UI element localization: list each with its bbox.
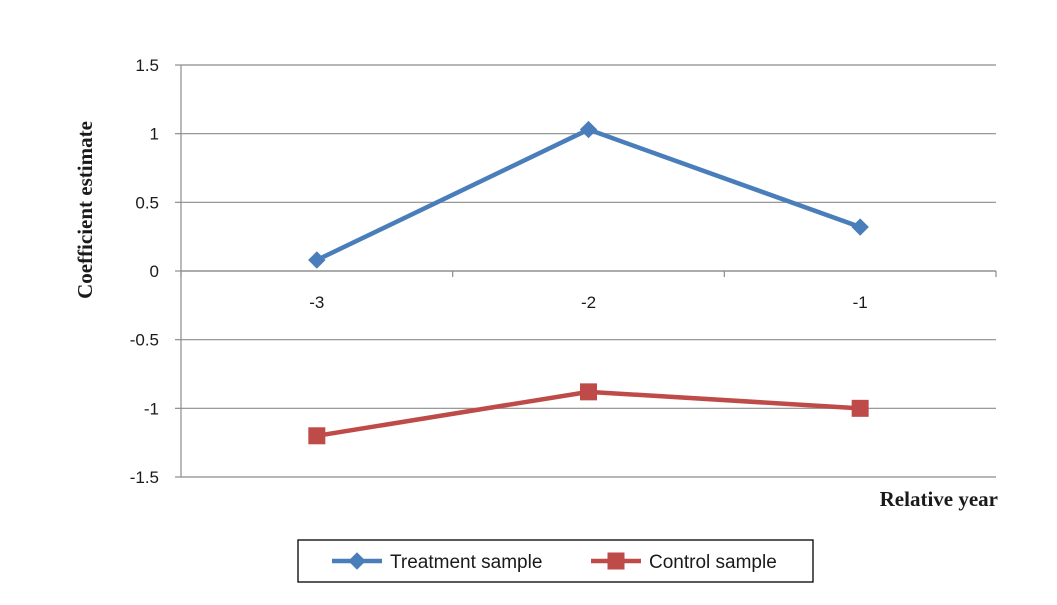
axes bbox=[175, 64, 997, 478]
y-tick-label: -1 bbox=[144, 399, 159, 418]
series-line bbox=[315, 127, 861, 263]
legend-label: Control sample bbox=[649, 552, 777, 573]
x-tick-label: -3 bbox=[309, 293, 324, 312]
x-tick-label: -1 bbox=[853, 293, 868, 312]
y-tick-label: -0.5 bbox=[130, 331, 159, 350]
data-point bbox=[308, 251, 326, 269]
x-tick-label: -2 bbox=[581, 293, 596, 312]
data-point bbox=[579, 120, 598, 139]
series-group bbox=[308, 120, 869, 445]
y-tick-label: 0.5 bbox=[135, 193, 159, 212]
data-point bbox=[308, 427, 326, 445]
legend-item: Treatment sample bbox=[332, 552, 542, 573]
legend-marker bbox=[607, 552, 625, 570]
series-1 bbox=[308, 383, 869, 445]
y-tick-labels: 1.5 1 0.5 0 -0.5 -1 -1.5 bbox=[130, 56, 159, 487]
y-tick-label: 0 bbox=[150, 262, 159, 281]
legend-item: Control sample bbox=[591, 552, 777, 573]
legend-box bbox=[297, 539, 814, 583]
legend: Treatment sample Control sample bbox=[297, 539, 814, 583]
data-point bbox=[851, 399, 869, 417]
y-tick-label: 1 bbox=[150, 125, 159, 144]
data-point bbox=[580, 383, 597, 401]
legend-marker bbox=[348, 552, 366, 570]
y-tick-label: -1.5 bbox=[130, 468, 159, 487]
data-point bbox=[851, 218, 869, 236]
x-axis-title: Relative year bbox=[880, 487, 998, 511]
series-0 bbox=[308, 120, 869, 269]
x-tick-labels: -3 -2 -1 bbox=[309, 293, 867, 312]
y-axis-title: Coefficient estimate bbox=[73, 121, 97, 299]
y-tick-label: 1.5 bbox=[135, 56, 159, 75]
legend-label: Treatment sample bbox=[390, 552, 542, 573]
